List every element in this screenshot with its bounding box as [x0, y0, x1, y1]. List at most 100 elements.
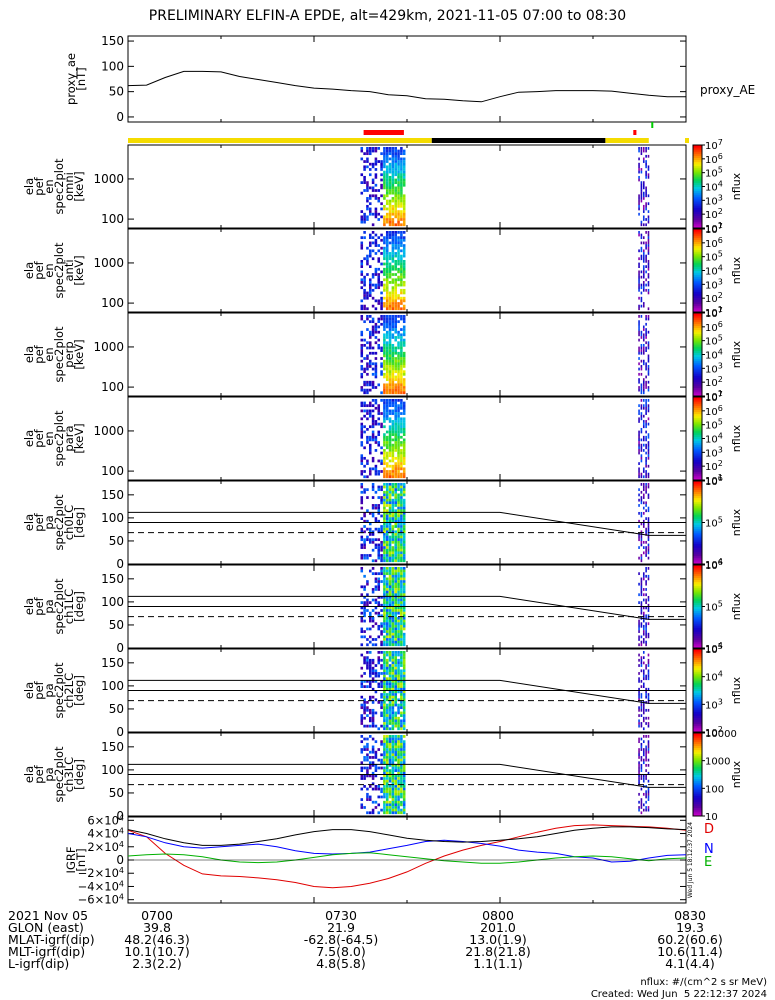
y-tick-label: −4×104 [78, 879, 124, 893]
colorbar-cell-2 [693, 233, 702, 236]
spectrogram-pixel [360, 682, 364, 686]
spectrogram-pixel [394, 679, 397, 683]
spectrogram-pixel [380, 451, 383, 455]
spectrogram-pixel [638, 412, 640, 415]
spectrogram-pixel [638, 328, 640, 331]
spectrogram-pixel [388, 761, 392, 765]
spectrogram-pixel [385, 199, 389, 203]
spectrogram-pixel [383, 769, 386, 772]
spectrogram-pixel [394, 294, 397, 297]
spectrogram-pixel [647, 315, 650, 318]
spectrogram-pixel [388, 472, 392, 476]
spectrogram-pixel [363, 296, 366, 300]
spectrogram-pixel [383, 803, 386, 807]
spectrogram-pixel [645, 593, 647, 597]
spectrogram-pixel [391, 569, 395, 573]
spectrogram-pixel [402, 588, 406, 591]
spectrogram-pixel [397, 590, 400, 594]
colorbar-cell-5 [693, 481, 702, 484]
spectrogram-pixel [638, 653, 640, 657]
colorbar-cell-2 [693, 249, 702, 253]
spectrogram-pixel [385, 567, 389, 570]
colorbar-cell-6 [693, 639, 702, 643]
spectrogram-pixel [397, 742, 400, 746]
spectrogram-pixel [383, 679, 386, 683]
spectrogram-pixel [645, 191, 647, 195]
spectrogram-pixel [388, 273, 392, 276]
spectrogram-pixel [397, 559, 400, 563]
spectrogram-pixel [383, 617, 386, 620]
spectrogram-pixel [638, 693, 640, 696]
spectrogram-pixel [368, 756, 372, 759]
spectrogram-pixel [394, 808, 397, 812]
spectrogram-pixel [388, 383, 392, 387]
spectrogram-pixel [391, 785, 395, 788]
spectrogram-pixel [383, 157, 386, 161]
colorbar-cell-3 [693, 319, 702, 322]
spectrogram-pixel [385, 170, 389, 174]
spectrogram-pixel [377, 472, 381, 476]
spectrogram-pixel [638, 346, 640, 350]
y-axis-label-line: [keV] [72, 339, 86, 369]
spectrogram-pixel [638, 378, 640, 381]
spectrogram-pixel [402, 643, 406, 647]
spectrogram-pixel [368, 254, 372, 258]
spectrogram-pixel [388, 388, 392, 392]
spectrogram-pixel [642, 619, 645, 623]
y-axis-label-line: pa [42, 515, 56, 529]
spectrogram-pixel [380, 162, 383, 166]
spectrogram-pixel [383, 606, 386, 610]
spectrogram-pixel [385, 785, 389, 788]
spectrogram-pixel [400, 273, 403, 276]
spectrogram-pixel [642, 328, 645, 331]
spectrogram-pixel [385, 533, 389, 536]
spectrogram-pixel [363, 181, 366, 184]
spectrogram-pixel [397, 365, 400, 368]
spectrogram-pixel [388, 611, 392, 615]
colorbar-cell-4 [693, 471, 702, 475]
spectrogram-pixel [371, 459, 375, 463]
spectrogram-pixel [371, 414, 375, 418]
colorbar-cell-2 [693, 295, 702, 298]
spectrogram-pixel [388, 593, 392, 597]
spectrogram-pixel [380, 701, 383, 704]
colorbar-tick-label: 106 [705, 558, 723, 572]
spectrogram-pixel [368, 635, 372, 639]
colorbar-cell-6 [693, 629, 702, 632]
spectrogram-pixel [377, 404, 381, 408]
spectrogram-pixel [383, 651, 386, 654]
spectrogram-pixel [397, 378, 400, 381]
spectrogram-pixel [388, 496, 392, 499]
spectrogram-pixel [380, 252, 383, 255]
spectrogram-pixel [374, 601, 378, 604]
spectrogram-pixel [388, 433, 392, 436]
colorbar-cell-4 [693, 413, 702, 417]
spectrogram-pixel [366, 609, 369, 612]
spectrogram-pixel [383, 758, 386, 762]
colorbar-cell-6 [693, 569, 702, 572]
spectrogram-pixel [391, 750, 395, 754]
spectrogram-pixel [402, 238, 406, 242]
spectrogram-pixel [394, 511, 397, 515]
spectrogram-pixel [647, 622, 650, 626]
spectrogram-pixel [394, 475, 397, 479]
spectrogram-pixel [638, 162, 640, 166]
y-tick-label: 0 [116, 110, 124, 124]
spectrogram-pixel [374, 785, 378, 788]
spectrogram-pixel [402, 370, 406, 374]
spectrogram-pixel [391, 322, 395, 326]
spectrogram-pixel [368, 359, 372, 363]
spectrogram-pixel [385, 454, 389, 458]
spectrogram-pixel [638, 286, 640, 290]
spectrogram-pixel [640, 199, 643, 203]
spectrogram-pixel [368, 467, 372, 471]
colorbar-cell-1 [693, 221, 702, 225]
spectrogram-pixel [366, 701, 369, 704]
spectrogram-pixel [391, 811, 395, 815]
spectrogram-pixel [397, 409, 400, 413]
spectrogram-pixel [360, 359, 364, 363]
spectrogram-pixel [645, 399, 647, 402]
spectrogram-pixel [645, 406, 647, 410]
spectrogram-pixel [402, 223, 406, 227]
spectrogram-pixel [388, 554, 392, 557]
